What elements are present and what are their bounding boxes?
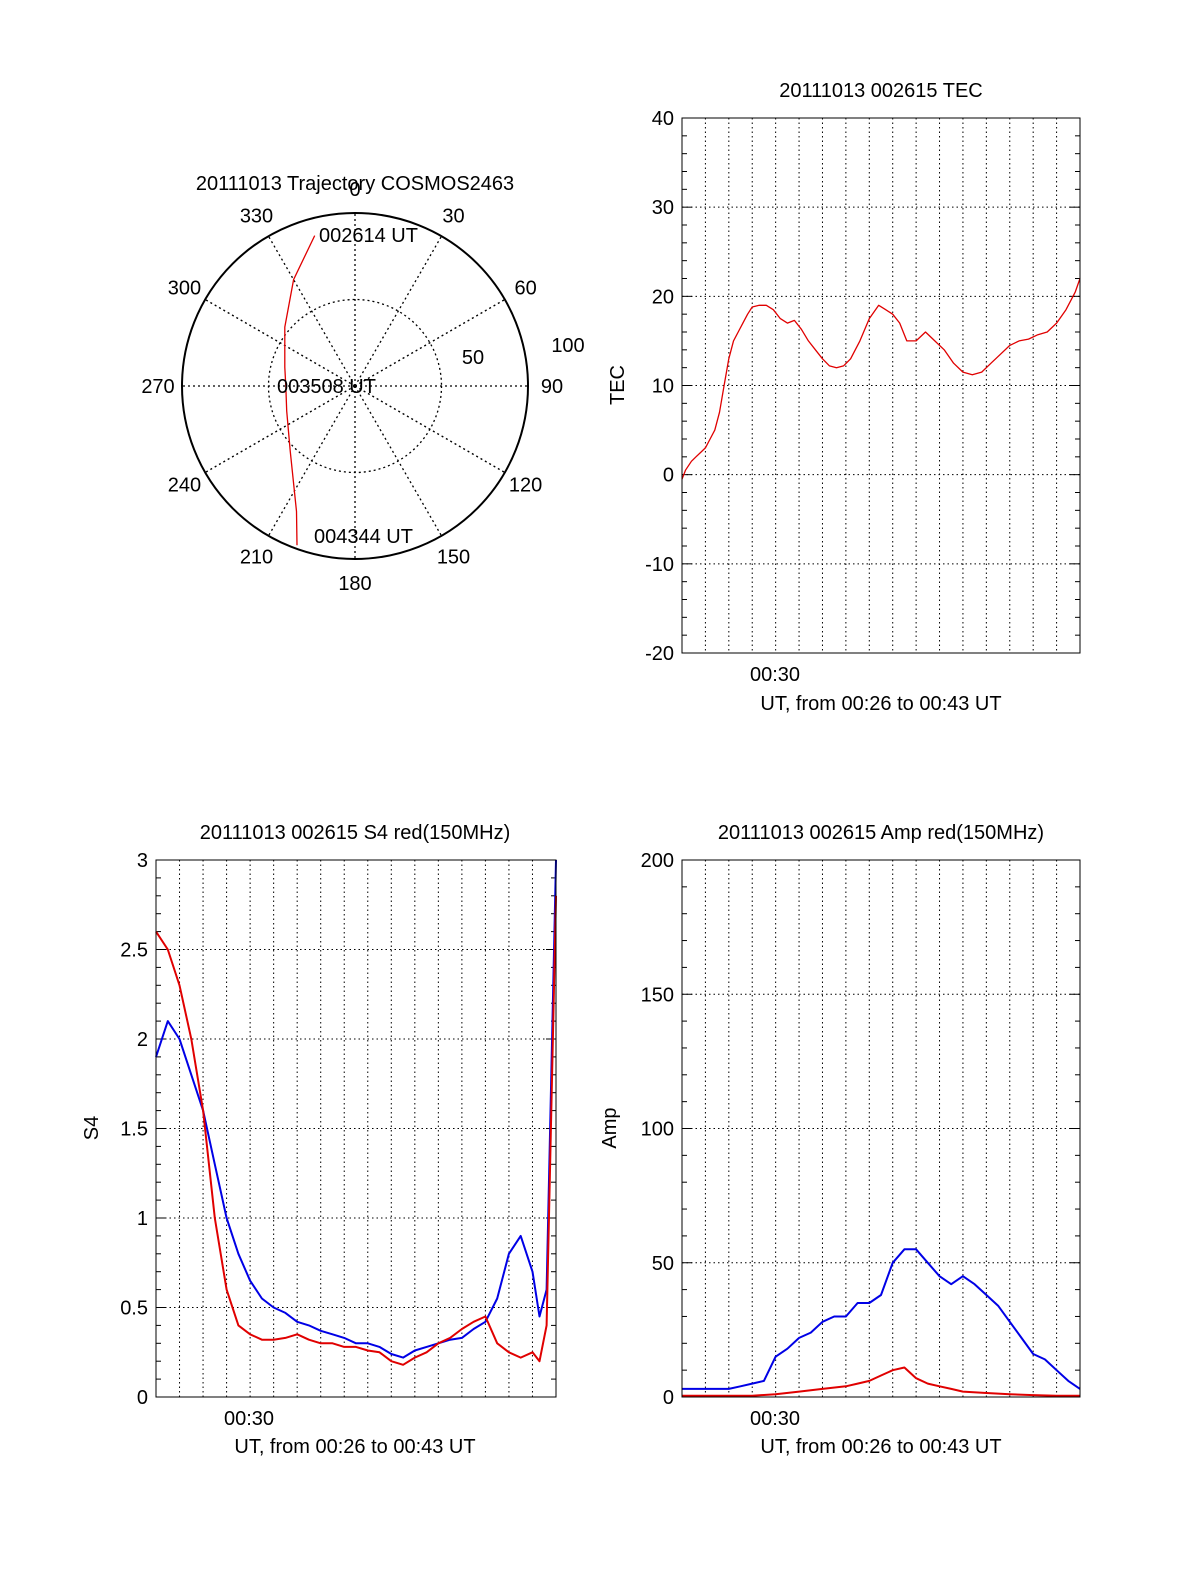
y-tick-label: 30: [652, 197, 674, 219]
y-tick-label: 150: [641, 984, 674, 1006]
series-line-1: [155, 895, 557, 1366]
y-axis-label: S4: [81, 1116, 103, 1140]
y-tick-label: 20: [652, 286, 674, 308]
y-tick-label: 10: [652, 376, 674, 398]
azimuth-label: 180: [338, 573, 371, 595]
polar-spoke-150: [354, 385, 443, 537]
y-tick-label: 3: [137, 850, 148, 872]
series-line-0: [681, 278, 1081, 480]
x-tick-label: 00:30: [750, 1408, 800, 1430]
s4-chart: 20111013 002615 S4 red(150MHz) UT, from …: [81, 822, 557, 1458]
chart-title: 20111013 002615 Amp red(150MHz): [718, 822, 1044, 844]
y-tick-label: 40: [652, 108, 674, 130]
end-time-label: 004344 UT: [314, 526, 413, 548]
y-tick-label: 100: [641, 1119, 674, 1141]
polar-spoke-240: [204, 385, 356, 474]
y-tick-label: 0: [137, 1387, 148, 1409]
tec-chart: 20111013 002615 TEC UT, from 00:26 to 00…: [607, 80, 1081, 715]
chart-title: 20111013 002615 S4 red(150MHz): [200, 822, 511, 844]
grid: [156, 859, 556, 1398]
chart-title: 20111013 002615 TEC: [779, 80, 983, 102]
y-tick-label: 0: [663, 465, 674, 487]
y-tick-label: 0: [663, 1387, 674, 1409]
x-tick-label: 00:30: [750, 664, 800, 686]
radial-label: 100: [551, 335, 584, 357]
polar-spoke-300: [204, 298, 356, 387]
y-tick-label: 0.5: [120, 1298, 148, 1320]
azimuth-label: 60: [514, 278, 536, 300]
azimuth-label: 210: [240, 547, 273, 569]
plot-frame: [681, 859, 1081, 1398]
polar-spoke-330: [267, 235, 356, 387]
azimuth-label: 30: [442, 205, 464, 227]
amp-chart: 20111013 002615 Amp red(150MHz) UT, from…: [599, 822, 1081, 1458]
y-axis-label: TEC: [607, 365, 629, 405]
radial-label: 50: [462, 347, 484, 369]
start-time-label: 002614 UT: [319, 225, 418, 247]
chart-title: 20111013 Trajectory COSMOS2463: [196, 173, 514, 195]
azimuth-label: 270: [141, 376, 174, 398]
x-axis-label: UT, from 00:26 to 00:43 UT: [234, 1436, 475, 1458]
y-tick-label: 50: [652, 1253, 674, 1275]
polar-spoke-120: [354, 385, 506, 474]
y-tick-label: -20: [645, 643, 674, 665]
polar-outer-circle: [181, 212, 529, 560]
mid-time-label: 003508 UT: [277, 376, 376, 398]
x-tick-label: 00:30: [224, 1408, 274, 1430]
polar-spoke-30: [354, 235, 443, 387]
azimuth-label: 330: [240, 205, 273, 227]
x-axis-label: UT, from 00:26 to 00:43 UT: [760, 693, 1001, 715]
plot-frame: [155, 859, 557, 1398]
y-tick-label: -10: [645, 554, 674, 576]
azimuth-label: 90: [541, 376, 563, 398]
polar-labels: 0 30 60 90 120 150 180 210 240 270 300 330 50 100: [141, 179, 584, 595]
azimuth-label: 300: [168, 278, 201, 300]
azimuth-label: 240: [168, 475, 201, 497]
y-tick-label: 1.5: [120, 1119, 148, 1141]
azimuth-label: 120: [509, 475, 542, 497]
azimuth-label: 150: [437, 547, 470, 569]
azimuth-label: 0: [349, 179, 360, 201]
y-axis-label: Amp: [599, 1107, 621, 1148]
y-tick-label: 2: [137, 1029, 148, 1051]
series-line-0: [155, 859, 557, 1359]
polar-grid: [181, 212, 529, 560]
series-line-1: [682, 1366, 1080, 1397]
y-tick-label: 1: [137, 1208, 148, 1230]
x-axis-label: UT, from 00:26 to 00:43 UT: [760, 1436, 1001, 1458]
polar-spoke-210: [267, 385, 356, 537]
trajectory-series: 002614 UT 003508 UT 004344 UT: [277, 225, 418, 548]
y-tick-label: 2.5: [120, 940, 148, 962]
plot-frame: [681, 117, 1081, 654]
y-tick-label: 200: [641, 850, 674, 872]
trajectory-line: [284, 235, 316, 546]
trajectory-polar-chart: 20111013 Trajectory COSMOS2463 0 30 60 90 12…: [141, 173, 584, 595]
polar-spoke-60: [354, 298, 506, 387]
series-line-0: [682, 1248, 1081, 1390]
grid: [682, 859, 1080, 1398]
grid: [682, 117, 1080, 654]
